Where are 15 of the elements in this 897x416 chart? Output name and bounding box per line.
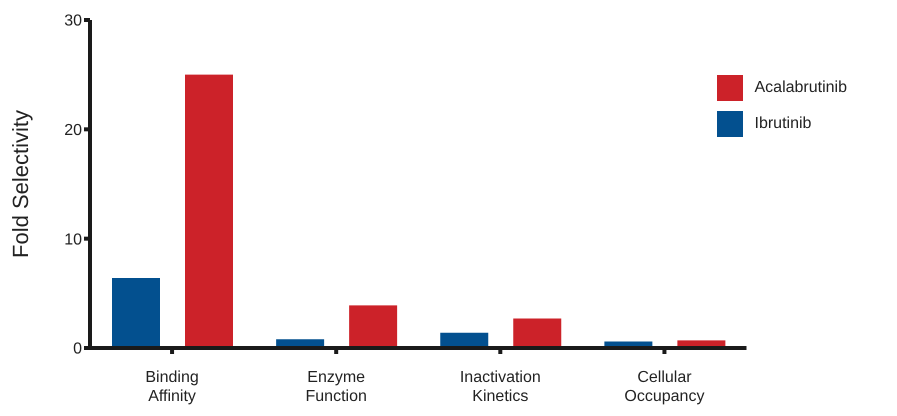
bar (513, 318, 562, 348)
bar (349, 305, 398, 348)
legend-label: Acalabrutinib (754, 79, 847, 96)
bar (112, 278, 160, 348)
legend-label: Ibrutinib (754, 115, 812, 132)
y-tick-label: 0 (73, 340, 82, 358)
bar (185, 74, 233, 348)
x-tick-label: Inactivation Kinetics (460, 369, 541, 405)
y-tick-label: 10 (64, 231, 82, 248)
x-tick-label: Binding Affinity (145, 369, 199, 405)
x-tick-label: Cellular Occupancy (624, 369, 704, 405)
x-tick-label: Enzyme Function (306, 369, 367, 405)
y-tick-label: 20 (64, 122, 82, 140)
y-axis-title: Fold Selectivity (8, 110, 33, 258)
y-tick-label: 30 (64, 12, 82, 30)
